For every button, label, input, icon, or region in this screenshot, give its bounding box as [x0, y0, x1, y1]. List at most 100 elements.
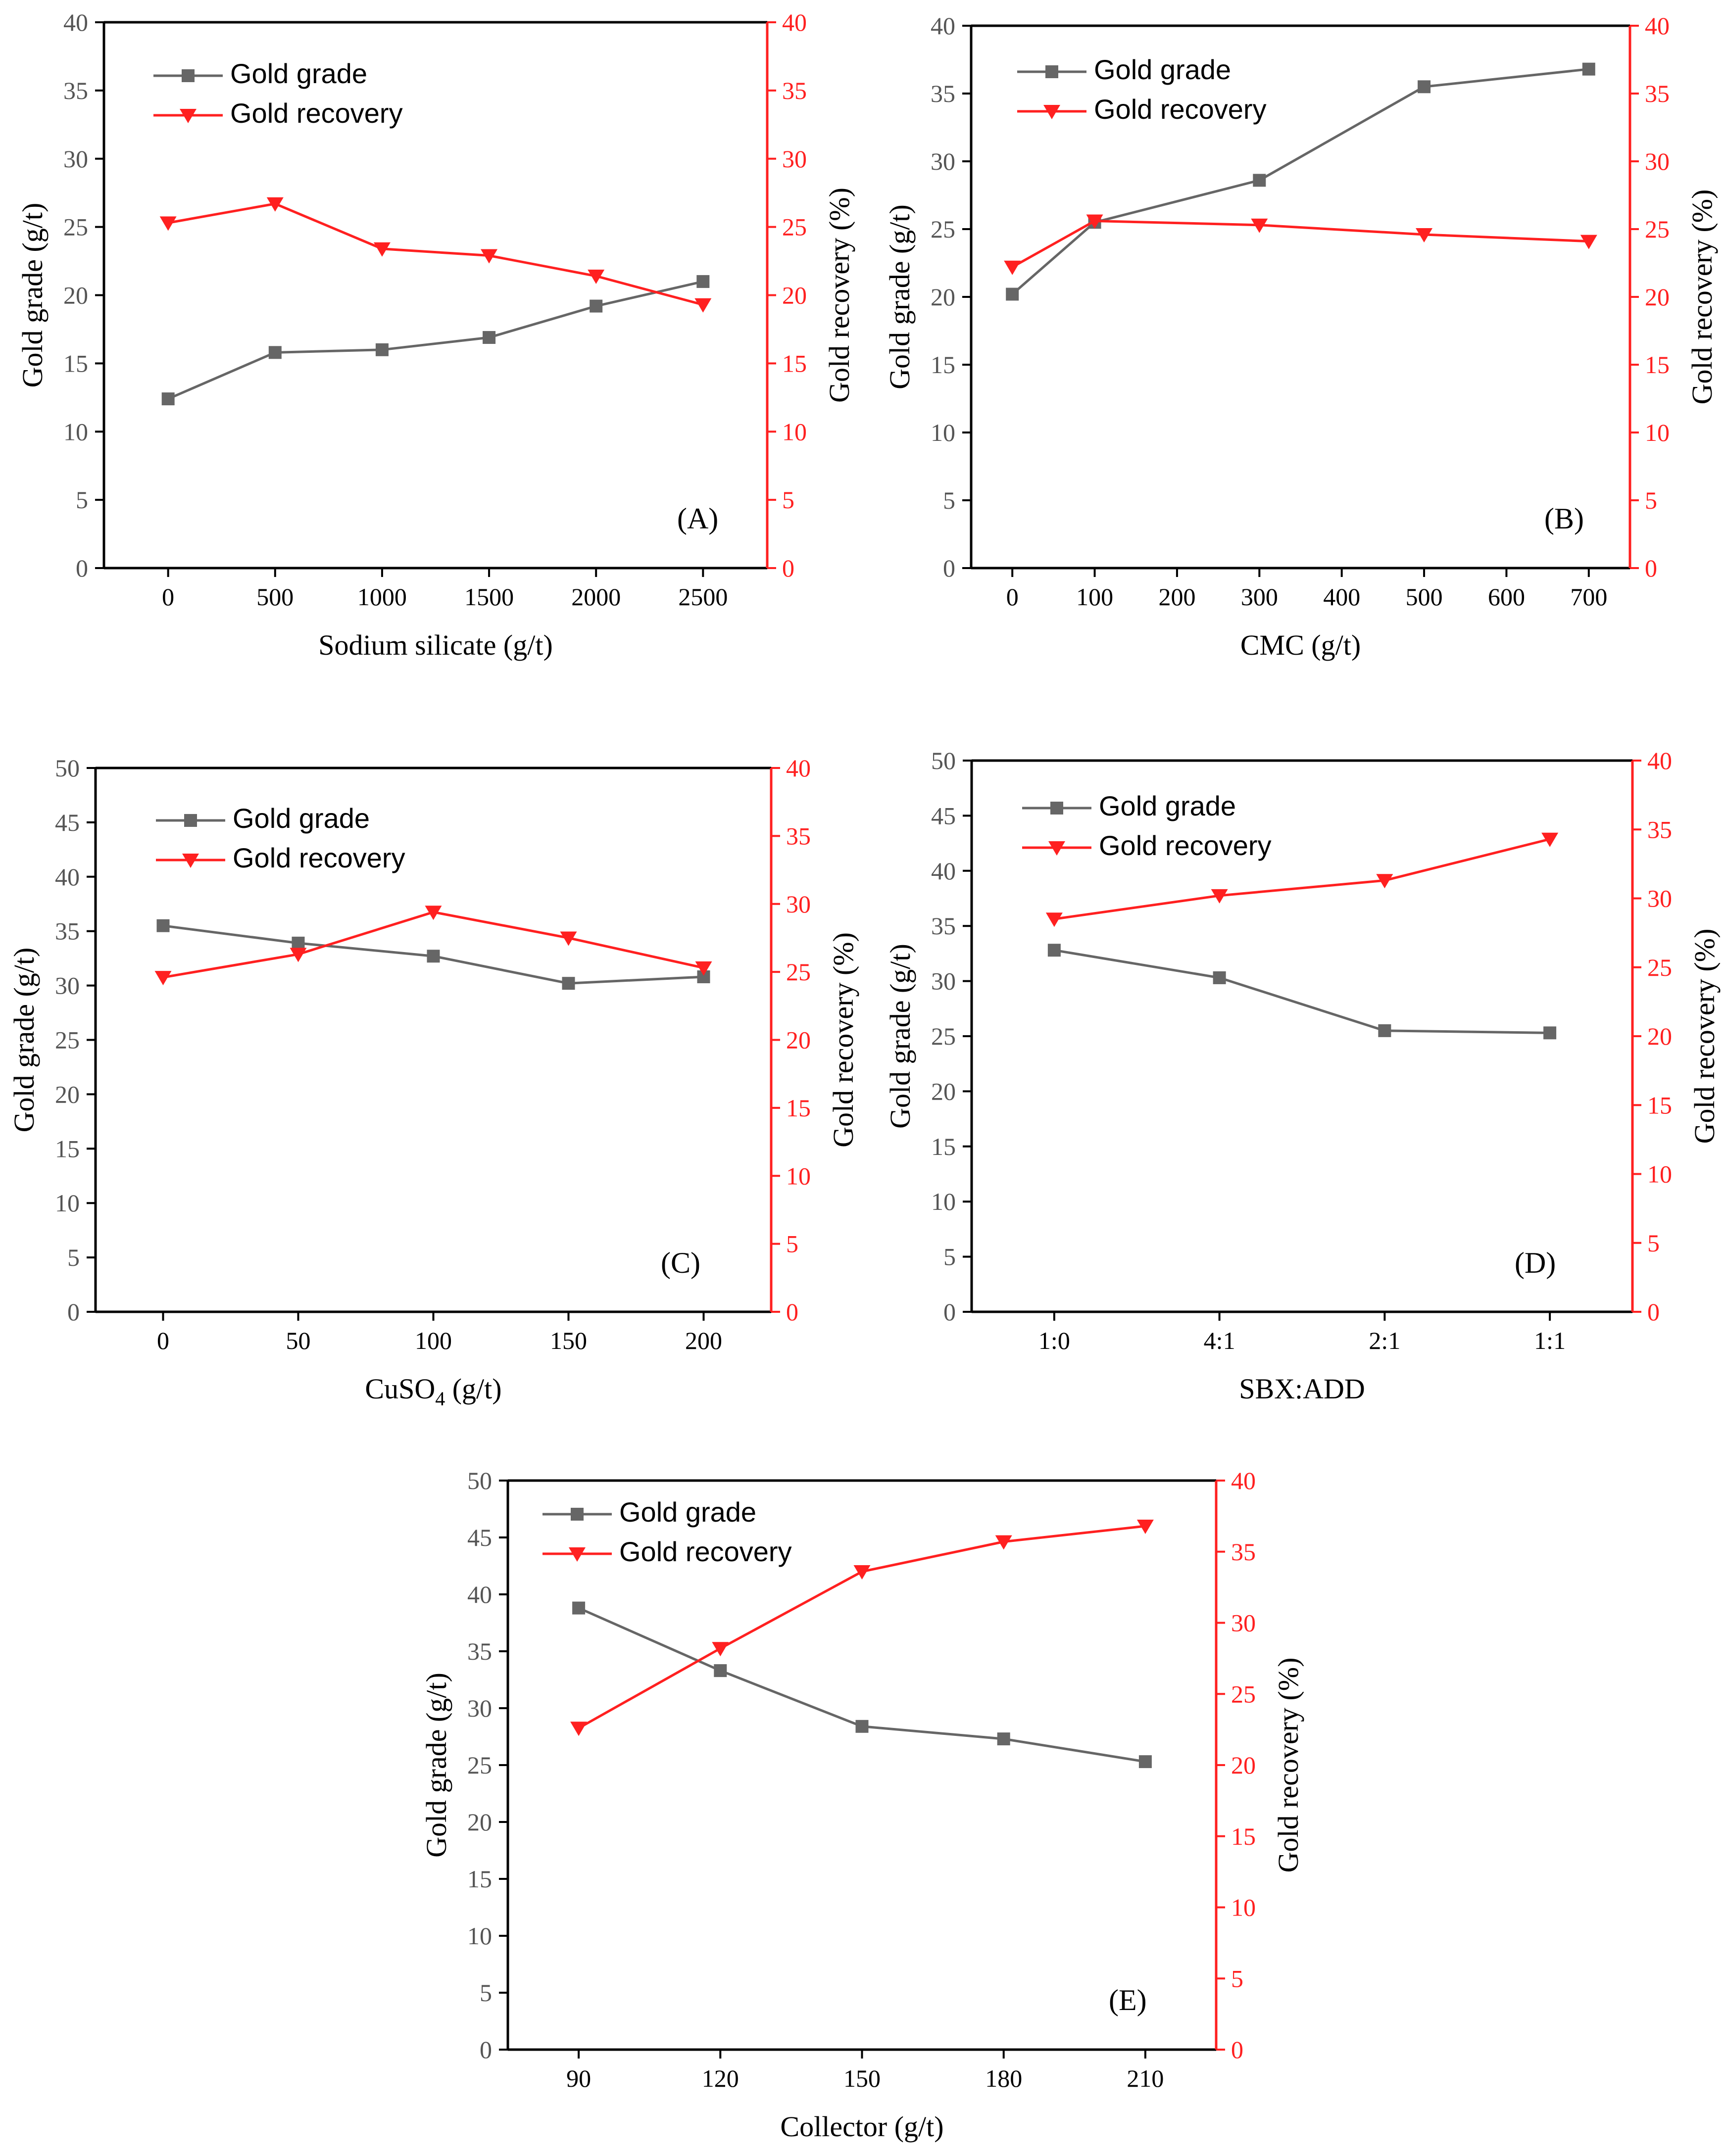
x-tick-label: 1000	[357, 583, 407, 611]
y-left-tick-label: 5	[943, 486, 955, 514]
x-axis-label-main: CuSO	[365, 1373, 435, 1405]
y-left-tick-label: 40	[931, 857, 956, 885]
y-left-tick-label: 15	[63, 349, 88, 377]
gold-recovery-point	[1251, 218, 1268, 233]
gold-grade-point	[156, 919, 170, 932]
y-left-tick-label: 15	[931, 351, 955, 379]
legend-recovery-label: Gold recovery	[1094, 94, 1267, 125]
x-tick-label: 120	[702, 2064, 739, 2092]
y-right-tick-label: 30	[786, 890, 811, 918]
gold-grade-point	[572, 1601, 586, 1615]
y-left-tick-label: 35	[55, 917, 80, 945]
y-left-tick-label: 40	[63, 8, 88, 36]
y-left-tick-label: 20	[931, 1077, 956, 1105]
y-right-tick-label: 0	[782, 554, 794, 582]
x-tick-label: 180	[985, 2064, 1022, 2092]
y-right-tick-label: 35	[782, 77, 807, 104]
y-right-tick-label: 30	[1645, 147, 1670, 175]
legend: Gold grade Gold recovery	[156, 803, 405, 873]
gold-recovery-point	[694, 298, 712, 313]
gold-recovery-line	[168, 202, 703, 306]
y-right-tick-label: 30	[1647, 885, 1672, 912]
y-left-tick-label: 10	[931, 1188, 956, 1215]
y-right-tick-label: 35	[1645, 80, 1670, 107]
y-left-tick-label: 0	[76, 554, 88, 582]
y-right-tick-label: 0	[1647, 1298, 1660, 1326]
y-right-tick-label: 10	[1645, 419, 1670, 446]
legend: Gold grade Gold recovery	[153, 58, 403, 129]
y-right-axis-label: Gold recovery (%)	[827, 932, 859, 1148]
y-left-tick-label: 15	[55, 1135, 80, 1162]
y-right-tick-label: 5	[786, 1230, 798, 1258]
x-tick-label: 0	[1006, 583, 1019, 611]
x-axis-label-subscript: 4	[435, 1388, 445, 1410]
legend-grade-marker	[184, 814, 197, 827]
legend-recovery-marker	[180, 109, 197, 123]
y-right-tick-label: 30	[782, 145, 807, 173]
y-left-tick-label: 35	[63, 77, 88, 104]
y-left-tick-label: 10	[467, 1922, 492, 1950]
y-left-tick-label: 10	[55, 1189, 80, 1217]
y-left-tick-label: 25	[55, 1026, 80, 1054]
y-left-tick-label: 0	[67, 1298, 80, 1326]
y-right-tick-label: 15	[786, 1094, 811, 1122]
y-left-tick-label: 30	[931, 147, 955, 175]
y-right-tick-label: 40	[782, 8, 807, 36]
legend-grade-marker	[1045, 65, 1058, 78]
y-left-tick-label: 0	[943, 554, 955, 582]
y-left-tick-label: 40	[467, 1581, 492, 1608]
gold-grade-point	[1582, 62, 1595, 76]
gold-recovery-line	[163, 910, 704, 979]
gold-recovery-point	[853, 1565, 871, 1580]
x-tick-label: 0	[162, 583, 174, 611]
y-left-tick-label: 25	[467, 1751, 492, 1779]
y-right-tick-label: 40	[1231, 1467, 1256, 1494]
y-left-tick-label: 5	[480, 1979, 492, 2007]
gold-recovery-point	[266, 197, 284, 212]
y-right-tick-label: 5	[1231, 1964, 1243, 1992]
gold-grade-point	[562, 977, 575, 990]
chart-panel-a: 0 5 10 15 20 25 30 35 40 0 5 10 15 20 25 30 35 40 0 500 1000…	[16, 8, 855, 661]
y-left-tick-label: 40	[55, 863, 80, 891]
y-left-axis-label: Gold grade (g/t)	[16, 203, 49, 388]
x-tick-label: 700	[1570, 583, 1607, 611]
legend-recovery-label: Gold recovery	[619, 1536, 792, 1567]
legend-grade-marker	[1050, 802, 1063, 814]
gold-recovery-point	[1136, 1520, 1154, 1534]
x-tick-label: 2000	[571, 583, 621, 611]
gold-grade-point	[375, 343, 389, 356]
gold-recovery-point	[570, 1722, 588, 1736]
y-left-axis-label: Gold grade (g/t)	[884, 944, 916, 1129]
gold-grade-point	[1138, 1755, 1152, 1769]
y-right-tick-label: 15	[782, 349, 807, 377]
x-tick-label: 300	[1241, 583, 1278, 611]
gold-recovery-point	[1086, 214, 1103, 229]
gold-grade-point	[161, 392, 175, 406]
gold-grade-point	[427, 950, 440, 963]
y-right-tick-label: 40	[1645, 12, 1670, 40]
y-left-tick-label: 20	[931, 283, 955, 311]
y-left-tick-label: 30	[467, 1694, 492, 1722]
y-left-tick-label: 35	[931, 80, 955, 107]
y-right-tick-label: 10	[786, 1162, 811, 1190]
y-right-tick-label: 5	[782, 486, 794, 514]
y-right-tick-label: 35	[786, 822, 811, 850]
x-tick-label: 4:1	[1204, 1327, 1235, 1354]
y-left-tick-label: 35	[467, 1637, 492, 1665]
y-right-tick-label: 10	[782, 418, 807, 445]
y-right-tick-label: 10	[1231, 1894, 1256, 1921]
y-left-tick-label: 25	[931, 1022, 956, 1050]
legend: Gold grade Gold recovery	[1017, 54, 1267, 125]
gold-grade-line	[167, 280, 703, 400]
gold-recovery-point	[290, 948, 307, 962]
gold-recovery-point	[1004, 260, 1021, 275]
x-tick-label: 600	[1488, 583, 1525, 611]
legend-recovery-label: Gold recovery	[233, 842, 405, 873]
panel-label: (E)	[1109, 1984, 1147, 2016]
gold-recovery-point	[159, 216, 177, 231]
x-axis-label: Collector (g/t)	[780, 2110, 943, 2143]
x-tick-label: 50	[286, 1327, 311, 1354]
x-tick-label: 500	[256, 583, 294, 611]
y-left-tick-label: 20	[63, 282, 88, 309]
